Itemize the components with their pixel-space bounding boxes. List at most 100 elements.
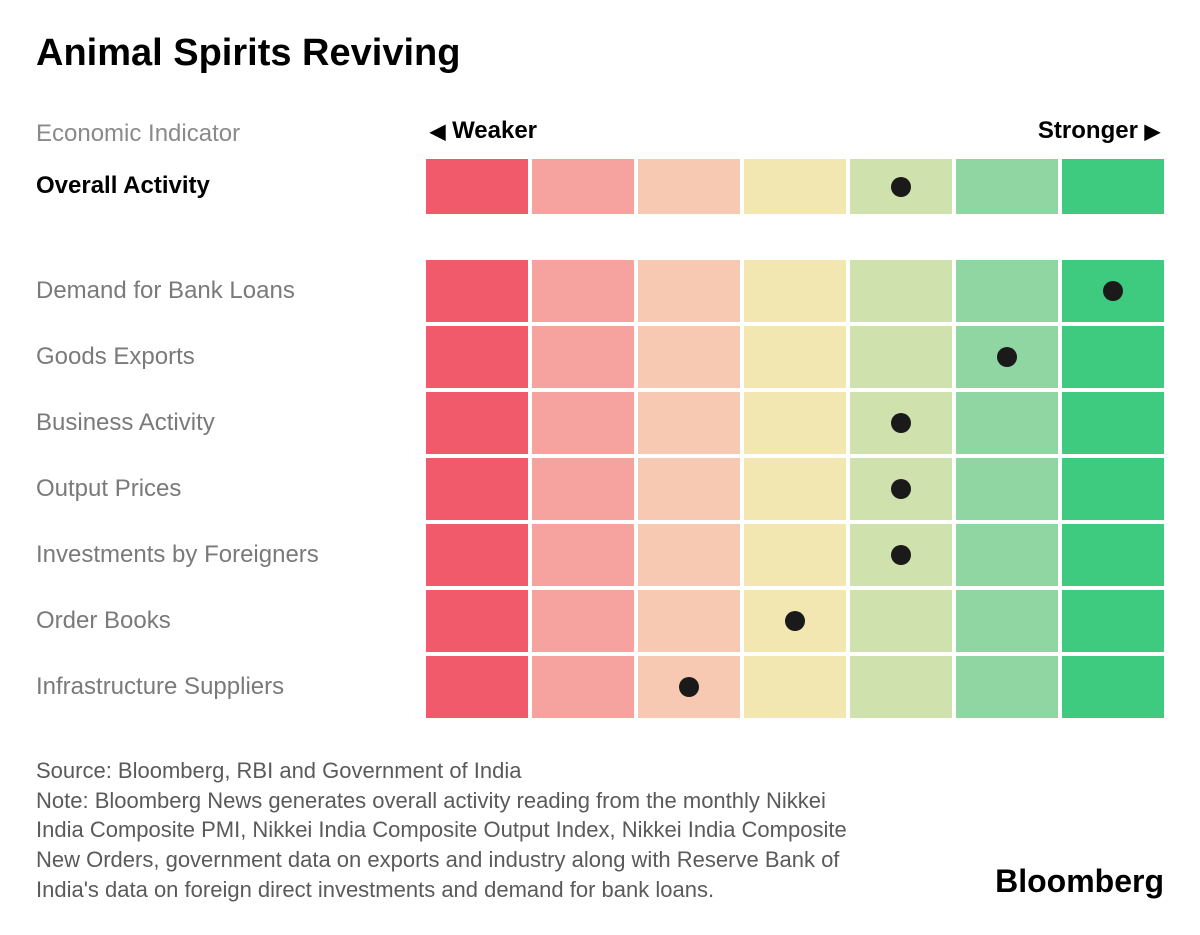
scale-cell: [850, 159, 952, 214]
scale-cell: [850, 524, 952, 586]
indicator-row: Business Activity: [36, 392, 1164, 454]
scale-cell: [850, 326, 952, 388]
source-line: Source: Bloomberg, RBI and Government of…: [36, 756, 866, 786]
scale-cell: [638, 656, 740, 718]
indicator-label: Business Activity: [36, 409, 426, 438]
indicator-dot-icon: [785, 611, 805, 631]
scale-cell: [532, 326, 634, 388]
scale-cell: [532, 656, 634, 718]
scale-cell: [532, 458, 634, 520]
indicator-row: Order Books: [36, 590, 1164, 652]
scale-cell: [426, 260, 528, 322]
scale-cell: [426, 392, 528, 454]
scale-cell: [532, 260, 634, 322]
scale-cell: [532, 590, 634, 652]
scale-cell: [426, 524, 528, 586]
scale-cell: [426, 159, 528, 214]
scale-cell: [1062, 260, 1164, 322]
header-row: Economic Indicator ◀ Weaker Stronger ▶: [36, 117, 1164, 151]
indicator-row: Infrastructure Suppliers: [36, 656, 1164, 718]
scale-cell: [744, 392, 846, 454]
indicator-dot-icon: [997, 347, 1017, 367]
indicator-dot-icon: [679, 677, 699, 697]
footer: Source: Bloomberg, RBI and Government of…: [36, 756, 1164, 904]
scale-cell: [744, 326, 846, 388]
scale-cell: [638, 392, 740, 454]
scale-cell: [956, 656, 1058, 718]
scale-cell: [956, 524, 1058, 586]
column-header-indicator: Economic Indicator: [36, 120, 426, 148]
scale-cell: [744, 260, 846, 322]
scale-cell: [426, 326, 528, 388]
cell-strip: [426, 260, 1164, 322]
scale-cell: [426, 590, 528, 652]
scale-cell: [744, 590, 846, 652]
note-line: Note: Bloomberg News generates overall a…: [36, 786, 866, 905]
indicator-label: Overall Activity: [36, 172, 426, 201]
scale-cell: [956, 590, 1058, 652]
scale-cell: [850, 392, 952, 454]
weaker-label: ◀ Weaker: [430, 117, 537, 145]
indicator-label: Demand for Bank Loans: [36, 277, 426, 306]
scale-cell: [744, 656, 846, 718]
indicator-label: Infrastructure Suppliers: [36, 673, 426, 702]
arrow-left-icon: ◀: [430, 121, 445, 143]
scale-cell: [426, 458, 528, 520]
chart-title: Animal Spirits Reviving: [36, 32, 1164, 75]
scale-cell: [638, 326, 740, 388]
scale-cell: [956, 326, 1058, 388]
scale-header: ◀ Weaker Stronger ▶: [426, 117, 1164, 151]
stronger-label: Stronger ▶: [1038, 117, 1160, 145]
scale-cell: [956, 159, 1058, 214]
indicator-row: Demand for Bank Loans: [36, 260, 1164, 322]
scale-cell: [638, 458, 740, 520]
scale-cell: [1062, 392, 1164, 454]
indicator-label: Investments by Foreigners: [36, 541, 426, 570]
indicator-dot-icon: [891, 177, 911, 197]
cell-strip: [426, 524, 1164, 586]
indicator-row: Goods Exports: [36, 326, 1164, 388]
scale-cell: [1062, 524, 1164, 586]
scale-cell: [532, 159, 634, 214]
cell-strip: [426, 458, 1164, 520]
indicator-row: Investments by Foreigners: [36, 524, 1164, 586]
indicator-dot-icon: [891, 545, 911, 565]
indicator-row: Output Prices: [36, 458, 1164, 520]
arrow-right-icon: ▶: [1145, 121, 1160, 143]
cell-strip: [426, 392, 1164, 454]
scale-cell: [426, 656, 528, 718]
scale-cell: [850, 656, 952, 718]
footnote: Source: Bloomberg, RBI and Government of…: [36, 756, 866, 904]
scale-cell: [850, 260, 952, 322]
brand-logo: Bloomberg: [995, 863, 1164, 904]
scale-cell: [1062, 656, 1164, 718]
cell-strip: [426, 326, 1164, 388]
indicator-group: Demand for Bank Loans Goods Exports Busine…: [36, 260, 1164, 718]
indicator-label: Goods Exports: [36, 343, 426, 372]
cell-strip: [426, 590, 1164, 652]
scale-cell: [638, 590, 740, 652]
scale-cell: [1062, 458, 1164, 520]
scale-cell: [638, 260, 740, 322]
indicator-dot-icon: [1103, 281, 1123, 301]
scale-cell: [850, 590, 952, 652]
scale-cell: [638, 159, 740, 214]
scale-cell: [532, 392, 634, 454]
scale-cell: [1062, 590, 1164, 652]
indicator-label: Order Books: [36, 607, 426, 636]
scale-cell: [956, 392, 1058, 454]
scale-cell: [744, 458, 846, 520]
indicator-dot-icon: [891, 413, 911, 433]
indicator-dot-icon: [891, 479, 911, 499]
scale-cell: [1062, 326, 1164, 388]
cell-strip: [426, 656, 1164, 718]
scale-cell: [850, 458, 952, 520]
scale-cell: [638, 524, 740, 586]
scale-cell: [744, 159, 846, 214]
scale-cell: [532, 524, 634, 586]
scale-cell: [1062, 159, 1164, 214]
cell-strip: [426, 159, 1164, 214]
indicator-label: Output Prices: [36, 475, 426, 504]
primary-group: Overall Activity: [36, 159, 1164, 214]
indicator-row-primary: Overall Activity: [36, 159, 1164, 214]
